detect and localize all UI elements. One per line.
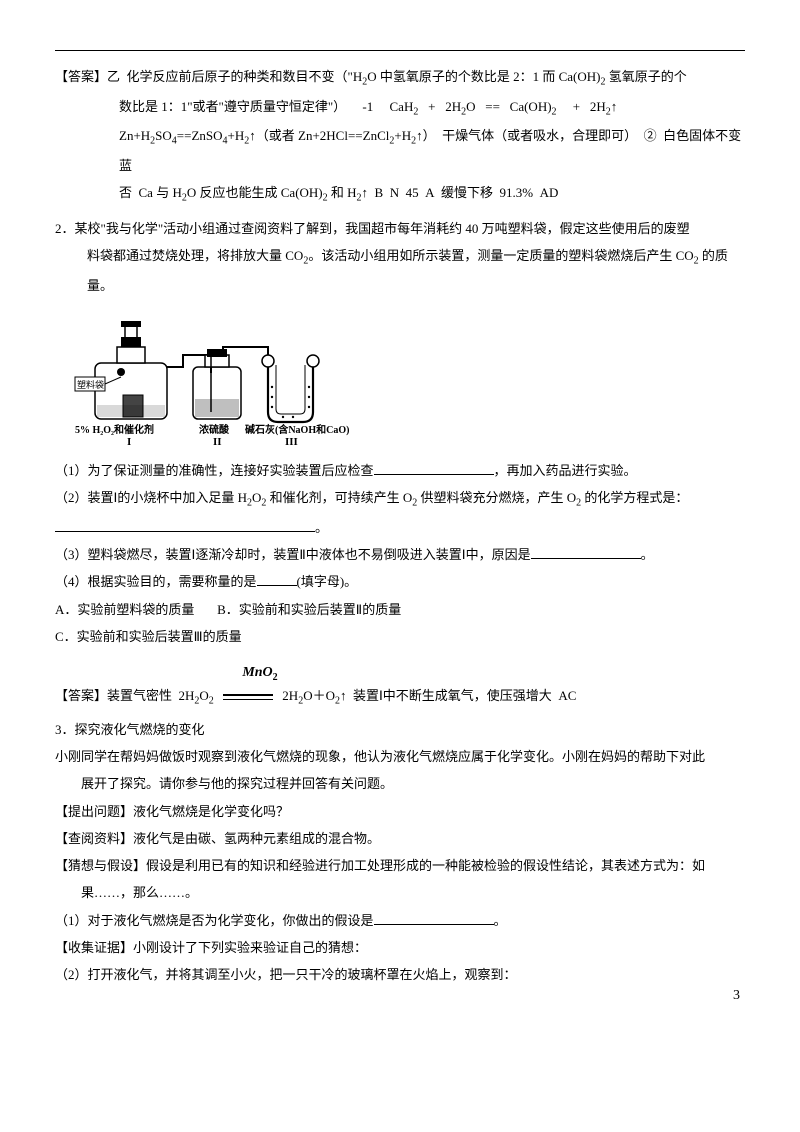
svg-text:III: III [285,436,298,448]
svg-text:5% H₂O₂和催化剂: 5% H₂O₂和催化剂 [75,423,154,436]
svg-text:II: II [213,436,222,448]
top-rule [55,50,745,51]
q2-answer: 【答案】装置气密性 2H2O2 2H2O＋O2↑ 装置Ⅰ中不断生成氧气，使压强增… [55,682,745,712]
question-3: 3．探究液化气燃烧的变化 小刚同学在帮妈妈做饭时观察到液化气燃烧的现象，他认为液… [55,716,745,989]
question-2: 2．某校"我与化学"活动小组通过查阅资料了解到，我国超市每年消耗约 40 万吨塑… [55,215,745,712]
answer-block-1: 【答案】乙 化学反应前后原子的种类和数目不变（"H2O 中氢氧原子的个数比是 2… [55,63,745,209]
svg-text:浓硫酸: 浓硫酸 [199,423,230,436]
svg-text:I: I [127,436,131,448]
page-content: 【答案】乙 化学反应前后原子的种类和数目不变（"H2O 中氢氧原子的个数比是 2… [0,0,800,1029]
page-number: 3 [733,981,740,1010]
svg-text:碱石灰(含NaOH和CaO): 碱石灰(含NaOH和CaO) [245,423,349,436]
apparatus-figure: 塑料袋 5% H₂O₂和催化剂 浓硫酸 碱石灰(含NaOH和CaO) I [73,317,745,449]
svg-text:塑料袋: 塑料袋 [77,379,104,390]
